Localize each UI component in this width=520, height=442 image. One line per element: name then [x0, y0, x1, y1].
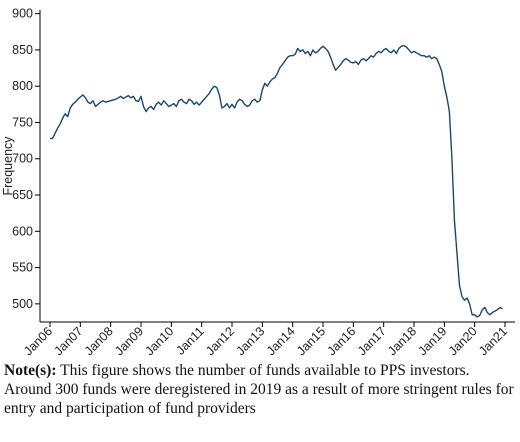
x-tick-label: Jan12	[203, 324, 237, 358]
y-tick-label: 900	[12, 7, 33, 21]
y-tick-label: 750	[12, 115, 33, 129]
x-tick-label: Jan07	[51, 324, 85, 358]
x-tick-label: Jan21	[476, 324, 510, 358]
x-tick-label: Jan08	[82, 324, 116, 358]
y-tick-label: 700	[12, 152, 33, 166]
x-tick-label: Jan06	[21, 324, 55, 358]
x-tick-label: Jan19	[415, 324, 449, 358]
y-tick-label: 500	[12, 297, 33, 311]
x-tick-label: Jan18	[385, 324, 419, 358]
y-tick-label: 600	[12, 224, 33, 238]
note-text: This figure shows the number of funds av…	[4, 362, 514, 417]
x-tick-label: Jan15	[294, 324, 328, 358]
x-tick-label: Jan10	[142, 324, 176, 358]
x-tick-label: Jan14	[264, 324, 298, 358]
y-tick-label: 650	[12, 188, 33, 202]
note-label: Note(s):	[4, 362, 57, 379]
x-tick-label: Jan16	[324, 324, 358, 358]
y-tick-label: 550	[12, 261, 33, 275]
data-line	[50, 44, 503, 318]
x-tick-label: Jan17	[355, 324, 389, 358]
x-tick-label: Jan13	[233, 324, 267, 358]
x-tick-label: Jan09	[112, 324, 146, 358]
note: Note(s): This figure shows the number of…	[4, 361, 516, 418]
y-axis-label: Frequency	[1, 136, 15, 196]
x-tick-label: Jan20	[446, 324, 480, 358]
y-tick-label: 850	[12, 43, 33, 57]
y-tick-label: 800	[12, 79, 33, 93]
x-tick-label: Jan11	[173, 324, 206, 357]
chart: Frequency 500 550 600 650 700 750 800 850 900 Jan…	[1, 7, 515, 358]
